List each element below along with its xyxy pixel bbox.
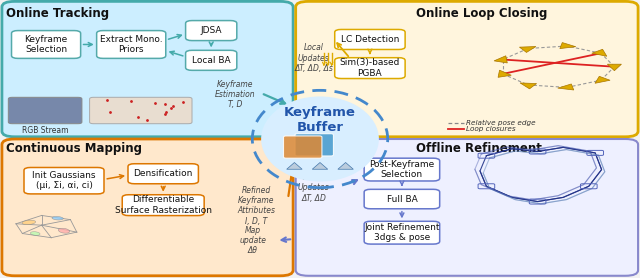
Polygon shape xyxy=(494,56,508,63)
Text: Continuous Mapping: Continuous Mapping xyxy=(6,142,143,155)
FancyBboxPatch shape xyxy=(2,139,293,276)
Text: Keyframe
Estimation
T, D: Keyframe Estimation T, D xyxy=(215,80,256,110)
Text: LC Detection: LC Detection xyxy=(340,35,399,44)
Polygon shape xyxy=(558,84,574,90)
Text: JDSA: JDSA xyxy=(200,26,222,35)
FancyBboxPatch shape xyxy=(186,21,237,41)
Polygon shape xyxy=(287,163,302,169)
FancyBboxPatch shape xyxy=(97,31,166,58)
Text: RGB Stream: RGB Stream xyxy=(22,126,68,135)
Text: Sim(3)-based
PGBA: Sim(3)-based PGBA xyxy=(340,58,400,78)
FancyBboxPatch shape xyxy=(318,129,356,152)
FancyBboxPatch shape xyxy=(296,139,638,276)
FancyBboxPatch shape xyxy=(284,136,322,158)
Ellipse shape xyxy=(261,96,379,182)
FancyBboxPatch shape xyxy=(364,158,440,181)
FancyBboxPatch shape xyxy=(8,97,82,124)
Text: Relative pose edge: Relative pose edge xyxy=(466,120,536,126)
Text: Differentiable
Surface Rasterization: Differentiable Surface Rasterization xyxy=(115,195,212,215)
FancyBboxPatch shape xyxy=(24,167,104,194)
FancyBboxPatch shape xyxy=(186,50,237,70)
Polygon shape xyxy=(338,163,353,169)
Polygon shape xyxy=(592,49,607,56)
FancyBboxPatch shape xyxy=(335,29,405,49)
FancyBboxPatch shape xyxy=(307,131,345,154)
Text: Local
Updates
ΔT, ΔD, Δs: Local Updates ΔT, ΔD, Δs xyxy=(294,43,333,73)
Text: Online Tracking: Online Tracking xyxy=(6,7,109,20)
Text: Extract Mono.
Priors: Extract Mono. Priors xyxy=(100,35,163,54)
Ellipse shape xyxy=(30,232,40,235)
Text: Keyframe
Buffer: Keyframe Buffer xyxy=(284,106,356,133)
FancyBboxPatch shape xyxy=(364,221,440,244)
Polygon shape xyxy=(560,43,576,49)
Text: Map
update
Δθ: Map update Δθ xyxy=(239,225,266,255)
Text: Online Loop Closing: Online Loop Closing xyxy=(416,7,547,20)
Ellipse shape xyxy=(52,217,63,220)
Text: Densification: Densification xyxy=(134,169,193,178)
Text: Full BA: Full BA xyxy=(387,195,417,203)
Text: Local BA: Local BA xyxy=(192,56,230,65)
Polygon shape xyxy=(312,163,328,169)
FancyBboxPatch shape xyxy=(90,97,192,124)
Polygon shape xyxy=(520,83,536,89)
Ellipse shape xyxy=(58,228,70,233)
Ellipse shape xyxy=(22,220,36,225)
FancyBboxPatch shape xyxy=(122,195,204,216)
Text: Offline Refinement: Offline Refinement xyxy=(416,142,542,155)
Polygon shape xyxy=(607,64,621,71)
Text: Refined
Keyframe
Attributes
I, D, T: Refined Keyframe Attributes I, D, T xyxy=(237,186,275,226)
FancyBboxPatch shape xyxy=(364,189,440,209)
FancyBboxPatch shape xyxy=(2,1,293,137)
FancyBboxPatch shape xyxy=(128,164,198,184)
Polygon shape xyxy=(498,70,511,77)
Polygon shape xyxy=(520,46,536,53)
FancyBboxPatch shape xyxy=(12,31,81,58)
Text: Global
Updates
ΔT, ΔD: Global Updates ΔT, ΔD xyxy=(298,173,330,203)
Text: Init Gaussians
(μi, Σi, αi, ci): Init Gaussians (μi, Σi, αi, ci) xyxy=(32,171,96,190)
Text: Joint Refinement
3dgs & pose: Joint Refinement 3dgs & pose xyxy=(364,223,440,242)
FancyBboxPatch shape xyxy=(296,1,638,137)
Text: Loop closures: Loop closures xyxy=(466,126,516,132)
FancyBboxPatch shape xyxy=(295,134,333,156)
Text: Post-Keyframe
Selection: Post-Keyframe Selection xyxy=(369,160,435,179)
Polygon shape xyxy=(595,76,610,83)
FancyBboxPatch shape xyxy=(335,58,405,78)
Text: Keyframe
Selection: Keyframe Selection xyxy=(24,35,68,54)
